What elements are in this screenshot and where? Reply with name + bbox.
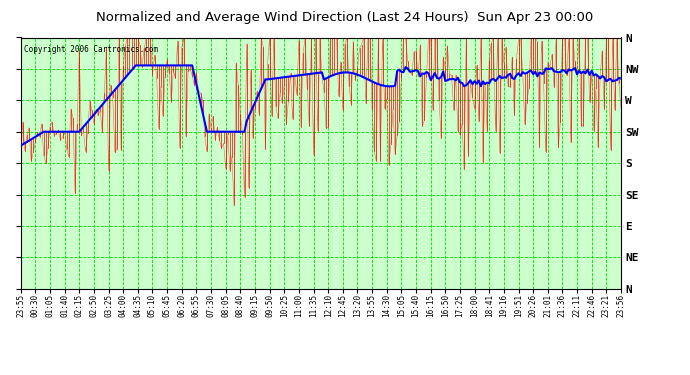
Text: Copyright 2006 Cartronics.com: Copyright 2006 Cartronics.com xyxy=(23,45,158,54)
Text: Normalized and Average Wind Direction (Last 24 Hours)  Sun Apr 23 00:00: Normalized and Average Wind Direction (L… xyxy=(97,11,593,24)
